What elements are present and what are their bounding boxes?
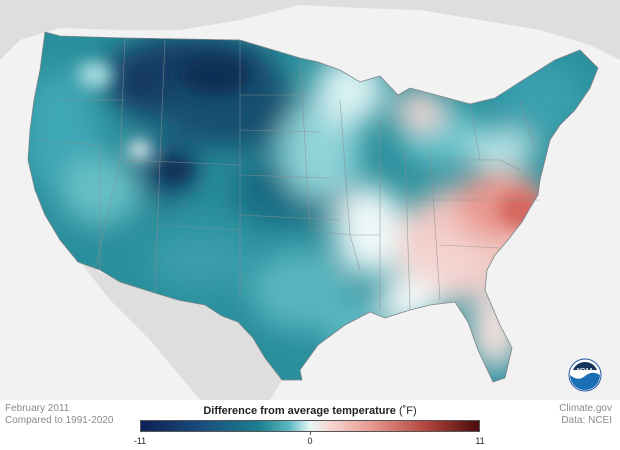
legend-max-label: 11	[475, 436, 485, 446]
legend-unit: (˚F)	[398, 405, 417, 417]
legend-mid-label: 0	[307, 436, 313, 446]
anomaly-map	[0, 0, 620, 400]
state-boundaries	[34, 37, 540, 311]
credit-label: Climate.gov	[559, 403, 612, 414]
legend-min-label: -11	[133, 436, 147, 446]
source-label: Data: NCEI	[561, 415, 612, 426]
baseline-label: Compared to 1991-2020	[5, 415, 114, 426]
legend-mid-tick	[310, 431, 311, 435]
period-label: February 2011	[5, 403, 70, 414]
svg-text:NOAA: NOAA	[577, 368, 593, 374]
legend-title-text: Difference from average temperature	[203, 405, 396, 417]
noaa-logo: NOAA	[568, 358, 602, 392]
date-caption: February 2011 Compared to 1991-2020	[5, 403, 113, 427]
mexico-landmass	[80, 262, 282, 400]
canada-landmass	[0, 0, 620, 60]
us-outline	[27, 31, 599, 383]
legend-title: Difference from average temperature (˚F)	[140, 405, 480, 417]
credits: Climate.gov Data: NCEI	[559, 403, 612, 427]
